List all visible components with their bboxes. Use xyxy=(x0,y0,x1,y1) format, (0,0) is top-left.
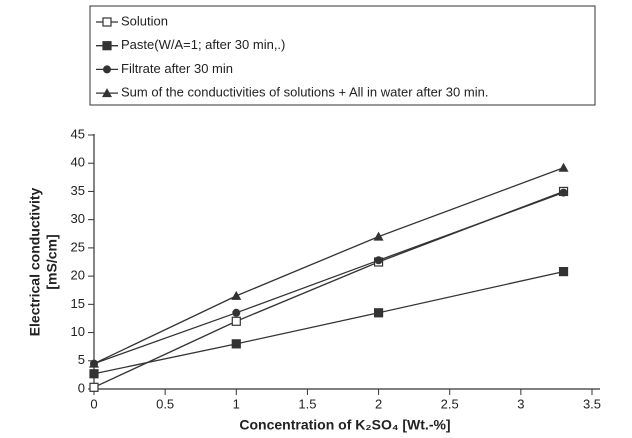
y-tick-label: 35 xyxy=(71,183,85,198)
legend-label: Solution xyxy=(121,13,168,28)
y-tick-label: 10 xyxy=(71,324,85,339)
y-axis-label-line: [mS/cm] xyxy=(44,234,60,289)
y-tick-label: 25 xyxy=(71,239,85,254)
legend-label: Paste(W/A=1; after 30 min,.) xyxy=(121,37,285,52)
marker xyxy=(232,308,241,317)
marker xyxy=(373,308,384,318)
x-tick-label: 3.5 xyxy=(583,396,601,411)
series-line xyxy=(93,270,564,375)
marker xyxy=(89,358,99,368)
legend-marker xyxy=(102,88,112,98)
y-axis-label-line: Electrical conductivity xyxy=(27,187,43,336)
y-axis-label: Electrical conductivity [mS/cm] xyxy=(27,187,60,336)
x-tick-label: 0 xyxy=(90,396,97,411)
x-tick-label: 0.5 xyxy=(156,396,174,411)
legend-label: Sum of the conductivities of solutions +… xyxy=(121,85,488,100)
x-tick-label: 3 xyxy=(517,396,524,411)
x-tick-label: 2 xyxy=(375,396,382,411)
legend-marker xyxy=(102,41,112,51)
legend-label: Filtrate after 30 min xyxy=(121,61,233,76)
y-tick-label: 45 xyxy=(71,126,85,141)
marker xyxy=(231,290,242,300)
marker xyxy=(231,316,241,326)
legend-marker xyxy=(103,65,111,74)
y-tick-label: 15 xyxy=(71,296,85,311)
marker xyxy=(373,231,384,241)
marker xyxy=(89,369,99,379)
series-line xyxy=(93,191,564,365)
x-axis-label: Concentration of K₂SO₄ [Wt.-%] xyxy=(239,417,450,433)
marker xyxy=(89,382,99,392)
marker xyxy=(558,266,569,277)
legend-box xyxy=(89,5,596,106)
marker xyxy=(231,339,241,349)
series-line xyxy=(93,190,564,388)
y-tick-label: 5 xyxy=(78,352,85,367)
x-tick-label: 1 xyxy=(233,396,240,411)
marker xyxy=(374,256,383,265)
x-tick-label: 1.5 xyxy=(298,396,316,411)
series-line xyxy=(93,167,564,365)
legend-marker xyxy=(102,17,112,27)
marker xyxy=(559,188,568,197)
marker xyxy=(558,162,569,172)
y-tick-label: 40 xyxy=(71,155,85,170)
y-tick-label: 20 xyxy=(71,268,85,283)
y-tick-label: 0 xyxy=(78,380,85,395)
x-tick-label: 2.5 xyxy=(441,396,459,411)
y-tick-label: 30 xyxy=(71,211,85,226)
